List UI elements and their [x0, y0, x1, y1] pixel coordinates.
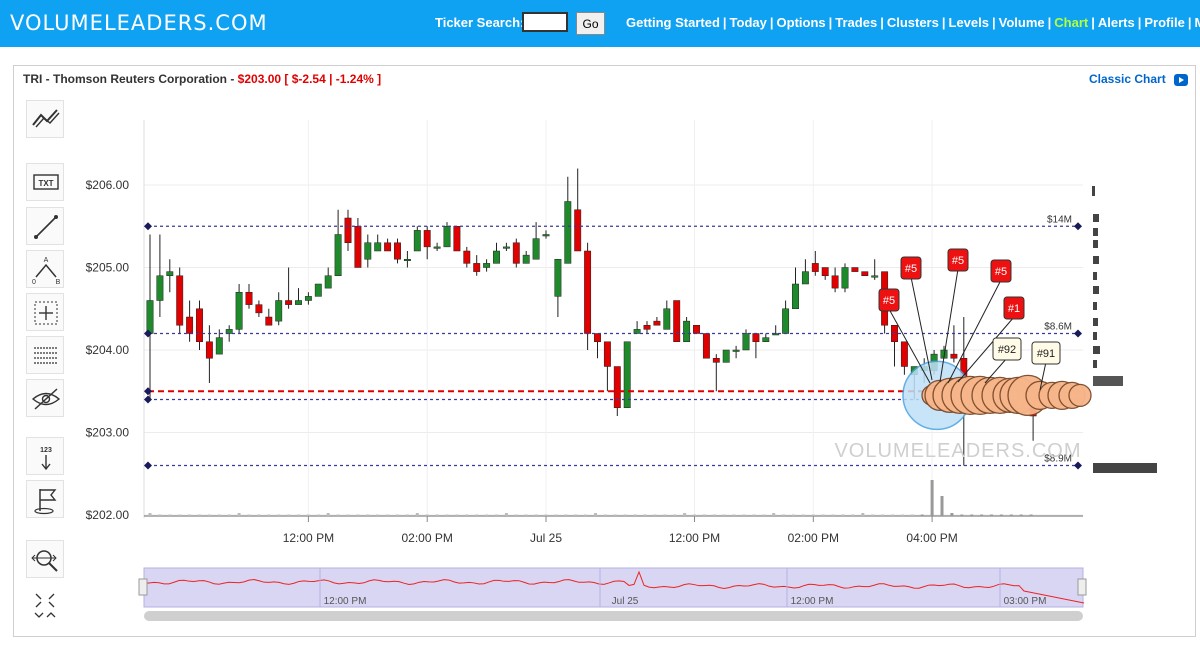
nav-separator: |	[1137, 15, 1142, 30]
trend-line-tool-button[interactable]	[26, 100, 64, 138]
fit-tool-button[interactable]	[26, 584, 64, 622]
nav-separator: |	[828, 15, 833, 30]
text-tool-icon: TXT	[33, 174, 59, 190]
nav-clusters[interactable]: Clusters	[886, 15, 939, 30]
site-logo[interactable]: VOLUMELEADERS.COM	[10, 11, 268, 35]
abc-pattern-icon: A 0 B	[32, 257, 61, 286]
nav-separator: |	[941, 15, 946, 30]
svg-text:TXT: TXT	[38, 179, 53, 188]
ticker-name: TRI - Thomson Reuters Corporation -	[23, 72, 238, 86]
main-nav: Getting Started | Today | Options | Trades | Clu…	[626, 15, 1200, 30]
nav-volume[interactable]: Volume	[998, 15, 1045, 30]
go-button[interactable]: Go	[576, 12, 605, 35]
last-price: $203.00	[237, 72, 282, 86]
chart-header: TRI - Thomson Reuters Corporation - $203…	[23, 72, 381, 86]
nav-separator: |	[769, 15, 774, 30]
chart-panel	[13, 65, 1196, 637]
nav-my-subs[interactable]: My Subs	[1194, 15, 1200, 30]
classic-chart-label: Classic Chart	[1089, 72, 1166, 86]
abc-pattern-tool-button[interactable]: A 0 B	[26, 250, 64, 288]
fit-icon	[34, 593, 56, 618]
nav-options[interactable]: Options	[776, 15, 826, 30]
nav-profile[interactable]: Profile	[1144, 15, 1185, 30]
flag-icon	[34, 489, 57, 515]
nav-separator: |	[722, 15, 727, 30]
youtube-icon	[1173, 73, 1188, 86]
svg-text:A: A	[44, 257, 49, 264]
svg-text:123: 123	[40, 447, 52, 454]
nav-separator: |	[880, 15, 884, 30]
classic-chart-link[interactable]: Classic Chart	[1089, 72, 1188, 86]
nav-separator: |	[991, 15, 996, 30]
numbering-tool-button[interactable]: 123	[26, 437, 64, 475]
nav-separator: |	[1187, 15, 1192, 30]
nav-getting-started[interactable]: Getting Started	[626, 15, 720, 30]
ticker-search-input[interactable]	[522, 12, 568, 32]
zoom-icon	[31, 550, 58, 572]
text-tool-tool-button[interactable]: TXT	[26, 163, 64, 201]
line-tool-icon	[34, 215, 58, 239]
nav-levels[interactable]: Levels	[948, 15, 989, 30]
zoom-tool-button[interactable]	[26, 540, 64, 578]
crosshair-icon	[34, 301, 58, 325]
line-tool-tool-button[interactable]	[26, 207, 64, 245]
hide-icon	[31, 388, 61, 410]
crosshair-tool-button[interactable]	[26, 293, 64, 331]
flag-tool-button[interactable]	[26, 480, 64, 518]
fib-levels-tool-button[interactable]	[26, 336, 64, 374]
svg-text:B: B	[56, 279, 61, 286]
ticker-search-label: Ticker Search:	[435, 15, 525, 30]
trend-line-icon	[32, 109, 60, 128]
nav-separator: |	[1091, 15, 1095, 30]
nav-today[interactable]: Today	[729, 15, 767, 30]
price-change: [ $-2.54 | -1.24% ]	[284, 72, 382, 86]
fib-levels-icon	[34, 347, 58, 364]
hide-tool-button[interactable]	[26, 379, 64, 417]
nav-chart[interactable]: Chart	[1054, 15, 1089, 30]
nav-separator: |	[1047, 15, 1052, 30]
numbering-icon: 123	[40, 447, 52, 471]
nav-alerts[interactable]: Alerts	[1097, 15, 1135, 30]
svg-text:0: 0	[32, 279, 36, 286]
nav-trades[interactable]: Trades	[835, 15, 878, 30]
top-navigation-bar: VOLUMELEADERS.COM Ticker Search: Go Gett…	[0, 0, 1200, 47]
